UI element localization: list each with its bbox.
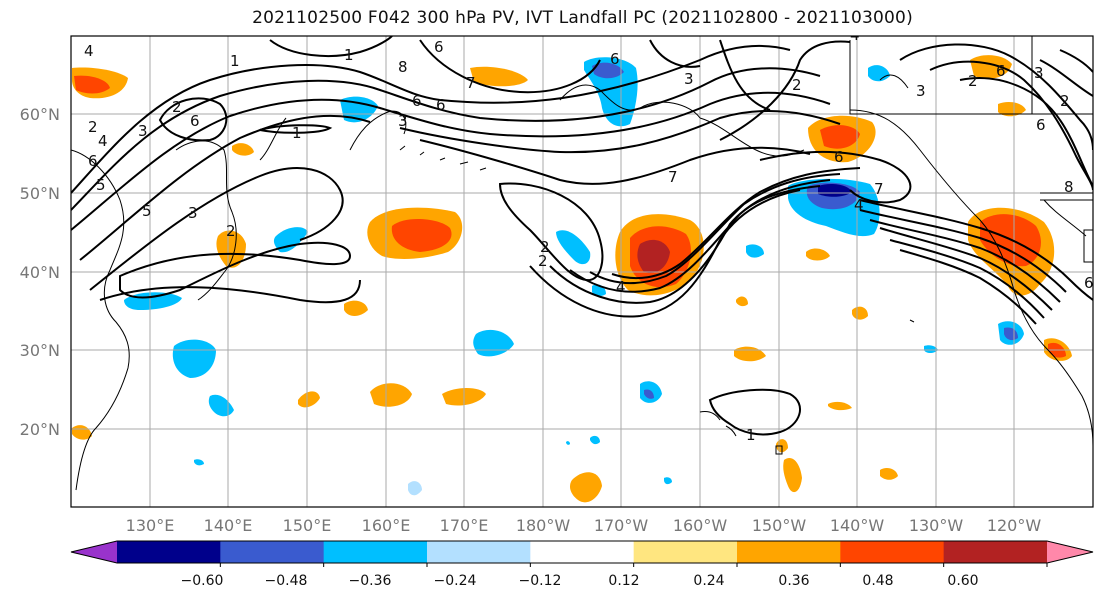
contour-label: 3 <box>398 112 408 130</box>
contour-label: 6 <box>434 38 444 56</box>
contour-label: 7 <box>668 168 678 186</box>
contour-label: 3 <box>916 82 926 100</box>
colorbar-tick-label: −0.60 <box>181 573 224 589</box>
colorbar-swatch <box>840 541 945 563</box>
colorbar-swatch <box>323 541 428 563</box>
contour-label: 3 <box>684 70 694 88</box>
colorbar-swatch <box>117 541 221 563</box>
colorbar-swatch <box>737 541 841 563</box>
colorbar-tick-label: 0.48 <box>862 573 893 589</box>
colorbar-swatch <box>530 541 635 563</box>
contour-label: 4 <box>616 278 626 296</box>
contour-label: 6 <box>610 50 620 68</box>
contour-label: 6 <box>834 148 844 166</box>
contour-label: 6 <box>412 92 422 110</box>
colorbar-swatch <box>943 541 1048 563</box>
lon-label: 140°E <box>204 516 253 535</box>
contour-label: 2 <box>540 238 550 256</box>
colorbar-swatch <box>220 541 325 563</box>
lon-label: 170°E <box>440 516 489 535</box>
contour-label: 2 <box>538 252 548 270</box>
contour-label: 5 <box>142 202 152 220</box>
contour-label: 3 <box>138 122 148 140</box>
lon-label: 140°W <box>830 516 885 535</box>
contour-label: 2 <box>226 222 236 240</box>
contour-label: 4 <box>850 26 860 44</box>
colorbar-tick-label: −0.12 <box>519 573 562 589</box>
map-panel: 4 1 7 6 2 3 2 6 4 6 5 5 2 3 6 3 1 6 6 2 … <box>71 26 1094 507</box>
lon-label: 130°E <box>126 516 175 535</box>
colorbar-ticks: −0.60 −0.48 −0.36 −0.24 −0.12 0.12 0.24 … <box>181 573 979 589</box>
lat-label: 50°N <box>20 184 60 203</box>
colorbar-outline <box>70 540 1094 564</box>
lat-label: 60°N <box>20 105 60 124</box>
lon-label: 130°W <box>909 516 964 535</box>
contour-label: 8 <box>1064 178 1074 196</box>
colorbar-tick-label: 0.60 <box>947 573 978 589</box>
lon-label: 150°E <box>283 516 332 535</box>
contour-label: 6 <box>1084 274 1094 292</box>
pv-contours <box>71 36 1093 436</box>
colorbar <box>70 540 1094 567</box>
coastlines <box>71 36 1093 491</box>
contour-label: 2 <box>88 118 98 136</box>
contour-label-group: 4 1 7 6 2 3 2 6 4 6 5 5 2 3 6 3 1 6 6 2 … <box>84 26 1094 444</box>
lon-label: 160°W <box>673 516 728 535</box>
map-frame <box>70 35 1094 508</box>
contour-label: 6 <box>88 152 98 170</box>
contour-label: 6 <box>996 62 1006 80</box>
colorbar-tick-label: −0.36 <box>349 573 392 589</box>
lon-label: 120°W <box>987 516 1042 535</box>
lat-label: 40°N <box>20 263 60 282</box>
contour-label: 1 <box>746 426 756 444</box>
colorbar-tick-label: 0.12 <box>608 573 639 589</box>
lon-label: 170°W <box>594 516 649 535</box>
lat-label: 30°N <box>20 341 60 360</box>
colorbar-extend-low <box>71 541 117 563</box>
longitude-labels: 130°E 140°E 150°E 160°E 170°E 180°W 170°… <box>126 516 1042 535</box>
contour-label: 7 <box>466 74 476 92</box>
contour-label: 4 <box>84 42 94 60</box>
contour-label: 8 <box>398 58 408 76</box>
lon-label: 180°W <box>516 516 571 535</box>
colorbar-tick-label: 0.36 <box>778 573 809 589</box>
map-title: 2021102500 F042 300 hPa PV, IVT Landfall… <box>252 8 913 28</box>
contour-label: 2 <box>172 98 182 116</box>
contour-label: 6 <box>190 112 200 130</box>
contour-label: 1 <box>292 124 302 142</box>
contour-label: 1 <box>344 46 354 64</box>
lon-label: 150°W <box>752 516 807 535</box>
contour-label: 5 <box>96 176 106 194</box>
lat-label: 20°N <box>20 420 60 439</box>
colorbar-tick-label: 0.24 <box>693 573 724 589</box>
colorbar-tick-label: −0.48 <box>265 573 308 589</box>
contour-label: 7 <box>874 180 884 198</box>
contour-label: 6 <box>436 96 446 114</box>
colorbar-swatch <box>427 541 531 563</box>
colorbar-extend-high <box>1047 541 1093 563</box>
colorbar-swatch <box>633 541 738 563</box>
contour-label: 2 <box>1060 92 1070 110</box>
contour-label: 6 <box>1036 116 1046 134</box>
contour-label: 2 <box>792 76 802 94</box>
contour-label: 2 <box>968 72 978 90</box>
latitude-labels: 60°N 50°N 40°N 30°N 20°N <box>20 105 60 439</box>
contour-label: 4 <box>98 132 108 150</box>
contour-label: 3 <box>1034 64 1044 82</box>
colorbar-tick-label: −0.24 <box>434 573 477 589</box>
contour-label: 4 <box>854 196 864 214</box>
lon-label: 160°E <box>362 516 411 535</box>
contour-label: 1 <box>230 52 240 70</box>
contour-label: 3 <box>188 204 198 222</box>
